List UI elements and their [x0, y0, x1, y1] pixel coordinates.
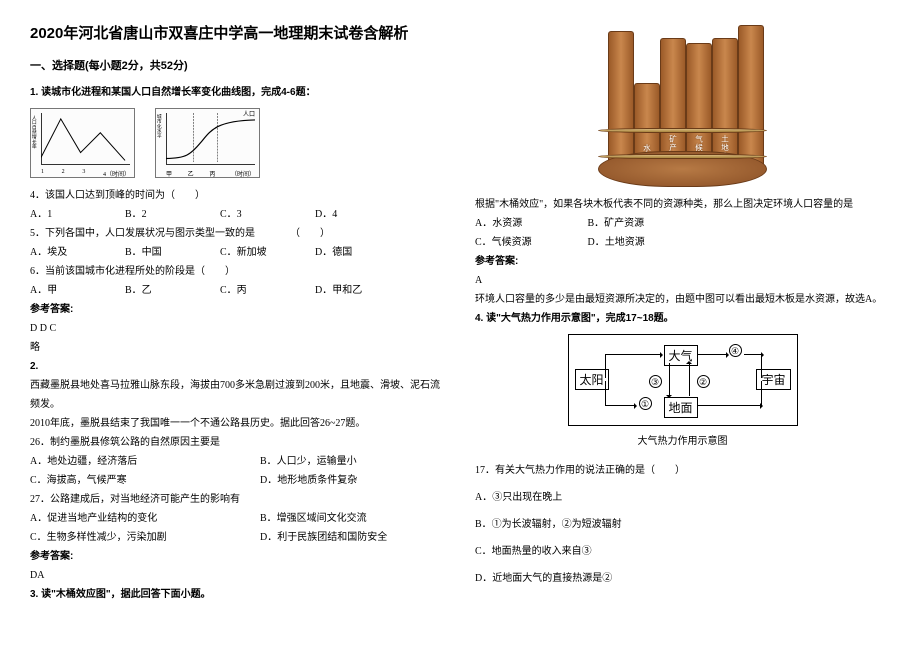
- q3-row1: A．水资源 B．矿产资源: [475, 214, 890, 233]
- chart-urbanization: 城市化水平 人口 甲 乙 丙 （时间）: [155, 108, 260, 178]
- q26-row1: A．地处边疆，经济落后 B．人口少，运输量小: [30, 452, 445, 471]
- q17-c: C．地面热量的收入来自③: [475, 542, 890, 561]
- q1-stem: 1. 读城市化进程和某国人口自然增长率变化曲线图，完成4-6题：: [30, 83, 445, 102]
- diagram-caption: 大气热力作用示意图: [638, 432, 728, 447]
- q3-stem: 3. 读"木桶效应图"，据此回答下面小题。: [30, 585, 445, 604]
- answer-label-3: 参考答案:: [475, 252, 890, 271]
- answer-label-2: 参考答案:: [30, 547, 445, 566]
- answer-label-1: 参考答案:: [30, 300, 445, 319]
- q27-row2: C．生物多样性减少，污染加剧 D．利于民族团结和国防安全: [30, 528, 445, 547]
- q17-d: D．近地面大气的直接热源是②: [475, 569, 890, 588]
- q3-row2: C．气候资源 D．土地资源: [475, 233, 890, 252]
- q17-text: 17．有关大气热力作用的说法正确的是（ ）: [475, 461, 890, 480]
- q4-text: 4．该国人口达到顶峰的时间为（ ）: [30, 186, 445, 205]
- q6-text: 6．当前该国城市化进程所处的阶段是（ ）: [30, 262, 445, 281]
- q5-options: A．埃及 B．中国 C．新加坡 D．德国: [30, 243, 445, 262]
- heat-diagram: 太阳 大气 地面 宇宙 ① ② ③ ④: [568, 334, 798, 426]
- answer-456: D D C: [30, 319, 445, 338]
- right-column: 水资源 矿产资源 气候资源 土地资源 根据"木桶效应"，如果各块木板代表不同的资…: [475, 22, 890, 629]
- heat-diagram-wrap: 太阳 大气 地面 宇宙 ① ② ③ ④ 大气热力作用示意图: [475, 334, 890, 447]
- q4d-stem: 4. 读"大气热力作用示意图"，完成17~18题。: [475, 309, 890, 328]
- q4-options: A．1 B．2 C．3 D．4: [30, 205, 445, 224]
- q2-para1: 西藏墨脱县地处喜马拉雅山脉东段，海拔由700多米急剧过渡到200米，且地震、滑坡…: [30, 376, 445, 414]
- section-1-header: 一、选择题(每小题2分，共52分): [30, 57, 445, 73]
- q2-para2: 2010年底，墨脱县结束了我国唯一一个不通公路县历史。据此回答26~27题。: [30, 414, 445, 433]
- q2-number: 2.: [30, 357, 445, 376]
- chart2-ylabel: 城市化水平: [155, 114, 162, 138]
- chart-growth-rate: 人口自然增长率 1 2 3 4（时间）: [30, 108, 135, 178]
- answer-3-text: 环境人口容量的多少是由最短资源所决定的，由题中图可以看出最短木板是水资源，故选A…: [475, 290, 890, 309]
- left-column: 2020年河北省唐山市双喜庄中学高一地理期末试卷含解析 一、选择题(每小题2分，…: [30, 22, 445, 629]
- q26-text: 26．制约墨脱县修筑公路的自然原因主要是: [30, 433, 445, 452]
- page-title: 2020年河北省唐山市双喜庄中学高一地理期末试卷含解析: [30, 22, 445, 43]
- q17-a: A．③只出现在晚上: [475, 488, 890, 507]
- chart2-xticks: 甲 乙 丙 （时间）: [166, 169, 255, 178]
- chart1-xticks: 1 2 3 4（时间）: [41, 169, 130, 178]
- charts-row: 人口自然增长率 1 2 3 4（时间） 城市化水平 人口 甲: [30, 108, 445, 178]
- answer-omit: 略: [30, 338, 445, 357]
- answer-2: DA: [30, 566, 445, 585]
- q26-row2: C．海拔高，气候严寒 D．地形地质条件复杂: [30, 471, 445, 490]
- q5-text: 5．下列各国中，人口发展状况与图示类型一致的是 （ ）: [30, 224, 445, 243]
- q27-row1: A．促进当地产业结构的变化 B．增强区域间文化交流: [30, 509, 445, 528]
- answer-3-letter: A: [475, 271, 890, 290]
- q27-text: 27．公路建成后，对当地经济可能产生的影响有: [30, 490, 445, 509]
- chart1-ylabel: 人口自然增长率: [30, 115, 37, 149]
- q6-options: A．甲 B．乙 C．丙 D．甲和乙: [30, 281, 445, 300]
- barrel-figure: 水资源 矿产资源 气候资源 土地资源: [475, 22, 890, 187]
- q17-b: B．①为长波辐射，②为短波辐射: [475, 515, 890, 534]
- q3-text: 根据"木桶效应"，如果各块木板代表不同的资源种类，那么上图决定环境人口容量的是: [475, 195, 890, 214]
